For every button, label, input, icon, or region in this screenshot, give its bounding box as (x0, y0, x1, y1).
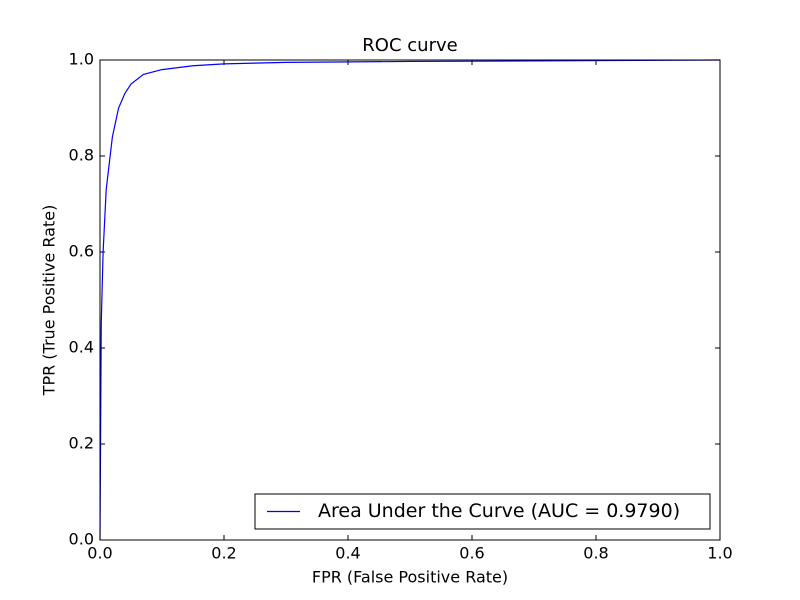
x-tick-label: 0.6 (459, 544, 484, 563)
x-tick-label: 0.8 (583, 544, 608, 563)
x-tick-label: 0.0 (87, 544, 112, 563)
x-tick-label: 0.2 (211, 544, 236, 563)
y-tick-label: 0.0 (69, 530, 94, 549)
y-axis-label: TPR (True Positive Rate) (40, 205, 59, 397)
plot-frame (99, 59, 721, 541)
y-tick-label: 0.8 (69, 146, 94, 165)
legend-box (254, 493, 711, 530)
chart-title: ROC curve (362, 35, 457, 56)
y-tick-label: 0.2 (69, 434, 94, 453)
y-tick-label: 0.4 (69, 338, 94, 357)
y-tick-label: 0.6 (69, 242, 94, 261)
y-tick-label: 1.0 (69, 50, 94, 69)
roc-line (99, 59, 721, 541)
legend-label: Area Under the Curve (AUC = 0.9790) (318, 500, 680, 522)
x-tick-label: 1.0 (707, 544, 732, 563)
x-axis-label: FPR (False Positive Rate) (312, 568, 508, 587)
x-tick-label: 0.4 (335, 544, 360, 563)
